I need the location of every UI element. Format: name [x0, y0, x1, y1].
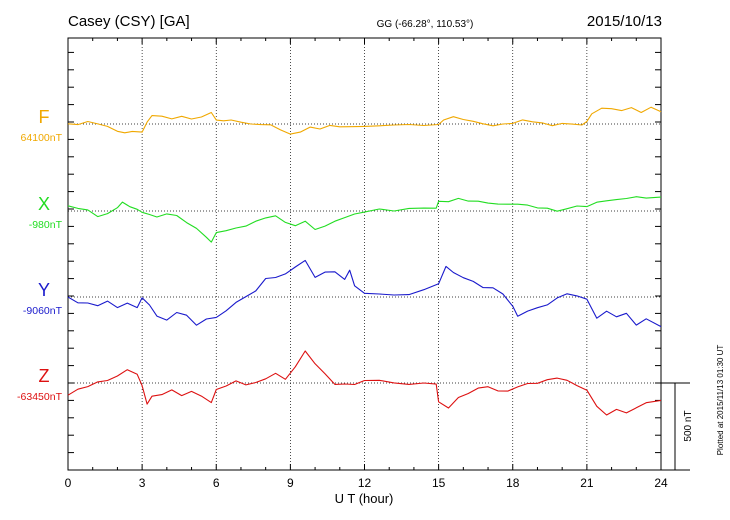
series-line-F	[67, 106, 662, 135]
x-axis-ticks: 0 3 6 9 12 15 18 21 24	[65, 38, 668, 490]
x-tick-label-21: 21	[580, 476, 594, 490]
date-label: 2015/10/13	[587, 13, 662, 30]
series-line-Y	[67, 259, 662, 328]
series-name-X: X	[38, 194, 50, 214]
series-baseline-F: 64100nT	[21, 132, 63, 144]
series-baseline-X: -980nT	[29, 219, 63, 231]
x-tick-label-24: 24	[654, 476, 668, 490]
scale-bar: 500 nT	[661, 382, 694, 471]
series-name-Y: Y	[38, 280, 50, 300]
scale-bar-label: 500 nT	[683, 410, 694, 441]
series-baseline-Z: -63450nT	[17, 391, 63, 403]
station-title: Casey (CSY) [GA]	[68, 13, 190, 30]
series-group: F 64100nT X -980nT Y -9060nT Z -63450nT	[17, 106, 662, 416]
x-axis-label: U T (hour)	[335, 491, 394, 506]
x-tick-label-6: 6	[213, 476, 220, 490]
x-tick-label-0: 0	[65, 476, 72, 490]
y-tick-marks	[68, 51, 661, 471]
series-line-X	[67, 196, 662, 243]
vertical-gridlines	[141, 38, 588, 470]
x-tick-label-15: 15	[432, 476, 446, 490]
x-tick-label-18: 18	[506, 476, 520, 490]
series-line-Z	[67, 350, 662, 416]
coords-label: GG (-66.28°, 110.53°)	[377, 19, 474, 30]
series-baseline-Y: -9060nT	[23, 305, 63, 317]
series-name-F: F	[39, 107, 50, 127]
series-name-Z: Z	[39, 366, 50, 386]
x-tick-label-9: 9	[287, 476, 294, 490]
x-tick-label-12: 12	[358, 476, 372, 490]
plotted-timestamp: Plotted at 2015/11/13 01:30 UT	[716, 345, 725, 456]
x-tick-label-3: 3	[139, 476, 146, 490]
